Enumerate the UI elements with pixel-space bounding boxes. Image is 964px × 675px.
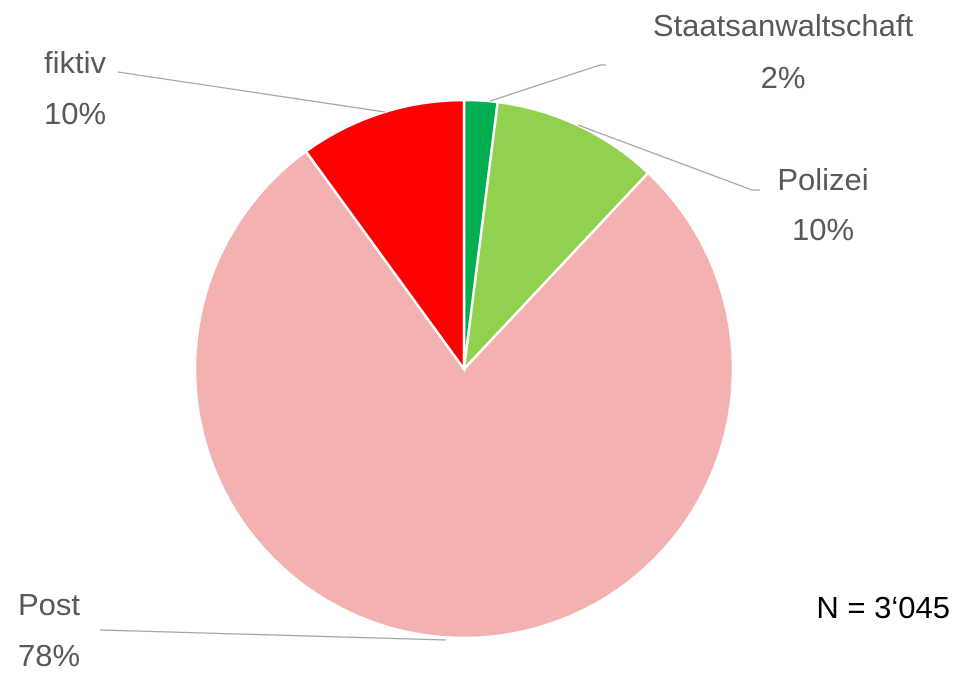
slice-label: Polizei	[777, 162, 868, 197]
slice-label: fiktiv	[44, 45, 107, 80]
slice-label: Staatsanwaltschaft	[653, 8, 914, 43]
slice-value-label: 10%	[792, 212, 854, 247]
leader-line	[99, 629, 447, 641]
annotation: N = 3‘045	[816, 590, 950, 625]
slice-value-label: 2%	[761, 60, 806, 95]
leader-line	[489, 64, 606, 102]
pie-slice	[304, 98, 466, 373]
leader-line	[117, 71, 386, 113]
pie-slice	[193, 149, 735, 640]
slice-value-label: 10%	[44, 96, 106, 131]
leader-line	[577, 124, 760, 191]
slice-label: Post	[18, 587, 80, 622]
slice-value-label: 78%	[18, 638, 80, 673]
